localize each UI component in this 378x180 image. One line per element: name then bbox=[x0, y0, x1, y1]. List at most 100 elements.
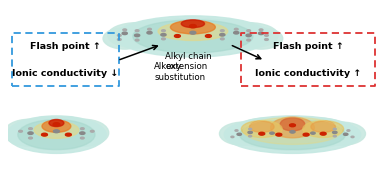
Ellipse shape bbox=[241, 121, 282, 138]
Circle shape bbox=[290, 124, 296, 127]
Circle shape bbox=[259, 29, 263, 31]
Circle shape bbox=[29, 137, 33, 139]
Circle shape bbox=[81, 128, 84, 130]
Text: Flash point ↑: Flash point ↑ bbox=[273, 42, 344, 51]
Circle shape bbox=[162, 30, 165, 32]
Circle shape bbox=[28, 132, 33, 134]
Ellipse shape bbox=[34, 122, 79, 138]
Circle shape bbox=[135, 30, 139, 32]
Circle shape bbox=[135, 34, 140, 37]
Ellipse shape bbox=[179, 19, 238, 52]
Ellipse shape bbox=[42, 120, 71, 132]
Text: Ionic conductivity ↓: Ionic conductivity ↓ bbox=[12, 69, 119, 78]
Ellipse shape bbox=[243, 117, 342, 144]
Circle shape bbox=[118, 35, 121, 36]
Ellipse shape bbox=[23, 117, 70, 150]
Circle shape bbox=[90, 130, 94, 132]
Ellipse shape bbox=[133, 20, 253, 53]
Ellipse shape bbox=[195, 20, 260, 49]
Circle shape bbox=[320, 132, 326, 135]
Ellipse shape bbox=[170, 21, 215, 34]
Circle shape bbox=[247, 39, 251, 41]
Circle shape bbox=[135, 39, 139, 41]
Circle shape bbox=[122, 32, 127, 35]
Circle shape bbox=[290, 130, 295, 133]
Circle shape bbox=[259, 32, 263, 35]
Circle shape bbox=[175, 35, 180, 37]
Ellipse shape bbox=[181, 20, 204, 28]
Ellipse shape bbox=[255, 117, 310, 150]
Circle shape bbox=[220, 30, 224, 32]
Circle shape bbox=[265, 35, 268, 36]
Ellipse shape bbox=[280, 118, 305, 131]
Circle shape bbox=[161, 33, 166, 36]
Text: Alkyl chain
extension: Alkyl chain extension bbox=[165, 52, 212, 71]
Circle shape bbox=[147, 31, 152, 34]
Circle shape bbox=[205, 35, 211, 37]
Circle shape bbox=[234, 31, 239, 34]
Ellipse shape bbox=[49, 120, 64, 127]
Circle shape bbox=[19, 130, 22, 132]
Ellipse shape bbox=[7, 116, 106, 153]
Ellipse shape bbox=[4, 119, 54, 146]
Circle shape bbox=[303, 133, 309, 136]
Circle shape bbox=[333, 128, 336, 130]
Ellipse shape bbox=[42, 117, 90, 150]
Ellipse shape bbox=[249, 121, 274, 132]
Circle shape bbox=[237, 133, 242, 135]
Ellipse shape bbox=[148, 19, 207, 52]
Circle shape bbox=[53, 130, 59, 133]
Circle shape bbox=[333, 135, 336, 137]
Circle shape bbox=[247, 30, 251, 32]
Circle shape bbox=[29, 128, 33, 130]
Ellipse shape bbox=[103, 28, 146, 49]
Circle shape bbox=[248, 131, 253, 134]
Ellipse shape bbox=[219, 23, 278, 48]
Circle shape bbox=[351, 136, 354, 138]
Ellipse shape bbox=[303, 121, 344, 138]
Text: Alkoxy
substitution: Alkoxy substitution bbox=[154, 62, 205, 82]
Circle shape bbox=[333, 131, 337, 134]
Ellipse shape bbox=[239, 28, 283, 49]
Ellipse shape bbox=[18, 120, 95, 150]
Circle shape bbox=[42, 133, 47, 136]
Circle shape bbox=[344, 133, 348, 135]
Circle shape bbox=[234, 28, 238, 30]
Circle shape bbox=[190, 24, 196, 28]
Ellipse shape bbox=[293, 118, 350, 147]
Circle shape bbox=[259, 132, 265, 135]
Circle shape bbox=[270, 132, 274, 134]
Text: Flash point ↑: Flash point ↑ bbox=[30, 42, 101, 51]
Ellipse shape bbox=[271, 117, 314, 138]
Ellipse shape bbox=[115, 16, 270, 57]
Circle shape bbox=[265, 39, 268, 40]
Circle shape bbox=[311, 132, 315, 134]
Text: Ionic conductivity ↑: Ionic conductivity ↑ bbox=[255, 69, 361, 78]
Ellipse shape bbox=[59, 119, 109, 146]
Ellipse shape bbox=[311, 121, 335, 132]
Circle shape bbox=[80, 132, 85, 134]
Circle shape bbox=[249, 128, 252, 130]
Circle shape bbox=[123, 29, 127, 31]
Ellipse shape bbox=[224, 116, 361, 153]
Circle shape bbox=[235, 130, 238, 131]
Circle shape bbox=[231, 136, 234, 138]
Ellipse shape bbox=[240, 120, 345, 150]
Circle shape bbox=[220, 33, 225, 36]
Circle shape bbox=[53, 123, 60, 126]
Circle shape bbox=[118, 39, 121, 40]
Circle shape bbox=[148, 28, 151, 30]
Ellipse shape bbox=[125, 20, 191, 49]
Circle shape bbox=[162, 38, 165, 40]
Ellipse shape bbox=[220, 122, 267, 145]
Circle shape bbox=[190, 31, 196, 34]
Circle shape bbox=[65, 133, 71, 136]
Ellipse shape bbox=[235, 118, 293, 147]
Circle shape bbox=[347, 130, 350, 131]
Circle shape bbox=[276, 133, 282, 136]
Ellipse shape bbox=[276, 117, 330, 150]
Circle shape bbox=[249, 135, 252, 137]
Circle shape bbox=[81, 137, 84, 139]
Ellipse shape bbox=[318, 122, 366, 145]
Circle shape bbox=[246, 34, 251, 37]
